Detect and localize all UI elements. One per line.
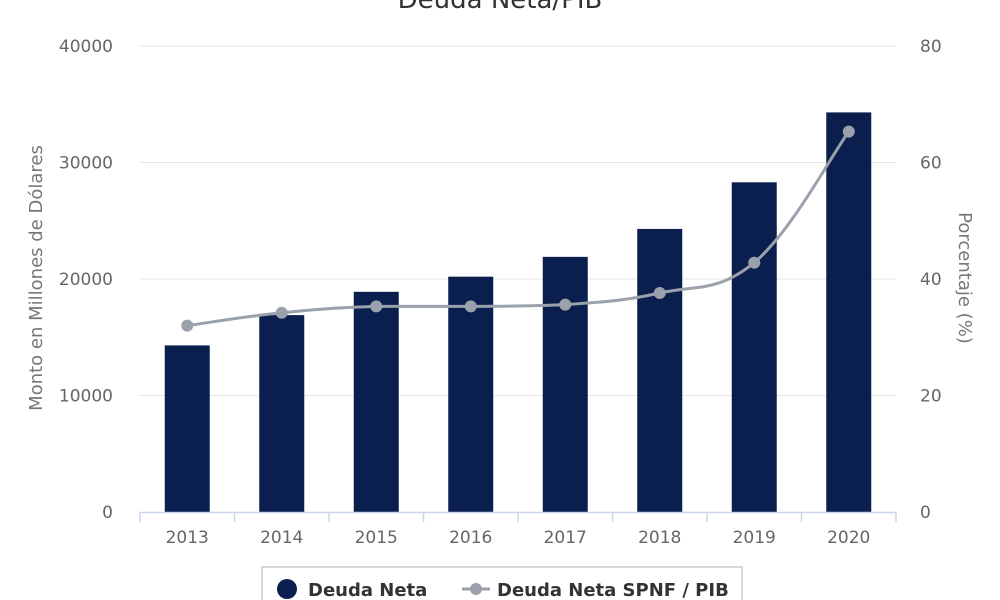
line-point [559, 298, 572, 311]
y-axis-right: 0 20 40 60 80 [920, 37, 942, 523]
x-tick-label: 2013 [166, 528, 209, 548]
y-left-tick-label: 30000 [59, 154, 113, 174]
line-point [181, 319, 194, 332]
x-tick-label: 2015 [355, 528, 398, 548]
bar [448, 276, 494, 512]
legend-box [261, 566, 743, 600]
legend-label-deuda-neta-spnf-pib: Deuda Neta SPNF / PIB [497, 580, 729, 600]
y-left-tick-label: 10000 [59, 387, 113, 407]
bar [637, 228, 683, 512]
y-axis-left: 0 10000 20000 30000 40000 [59, 37, 113, 523]
bar [731, 182, 777, 512]
line-point [464, 300, 477, 313]
x-tick-label: 2018 [638, 528, 681, 548]
x-tick-label: 2019 [733, 528, 776, 548]
bar [353, 291, 399, 512]
y-left-tick-label: 40000 [59, 37, 113, 57]
y-right-tick-label: 0 [920, 503, 931, 523]
bar [259, 315, 305, 512]
chart-title: Deuda Neta/PIB [398, 0, 603, 15]
line-point [842, 125, 855, 138]
x-axis: 2013 2014 2015 2016 2017 2018 2019 2020 [139, 511, 897, 548]
bar [826, 112, 872, 512]
line-series [181, 125, 855, 332]
y-right-tick-label: 40 [920, 270, 942, 290]
legend-bar-marker [277, 579, 297, 599]
legend-label-deuda-neta: Deuda Neta [308, 580, 427, 600]
y-axis-left-title: Monto en Millones de Dólares [26, 145, 47, 411]
legend: Deuda Neta Deuda Neta SPNF / PIB [261, 566, 743, 600]
legend-line-dot [470, 583, 482, 595]
line-point [748, 256, 761, 269]
x-tick-label: 2014 [260, 528, 303, 548]
gridlines [140, 45, 896, 396]
bar-series [164, 112, 872, 512]
line-point [653, 286, 666, 299]
legend-item-deuda-neta[interactable]: Deuda Neta [277, 579, 427, 600]
y-axis-right-title: Porcentaje (%) [954, 212, 975, 344]
x-tick-label: 2020 [827, 528, 870, 548]
y-left-tick-label: 20000 [59, 270, 113, 290]
y-right-tick-label: 60 [920, 154, 942, 174]
legend-item-deuda-neta-spnf-pib[interactable]: Deuda Neta SPNF / PIB [462, 580, 729, 600]
bar [542, 256, 588, 512]
y-right-tick-label: 20 [920, 387, 942, 407]
line-point [275, 306, 288, 319]
y-right-tick-label: 80 [920, 37, 942, 57]
x-tick-label: 2017 [544, 528, 587, 548]
x-tick-label: 2016 [449, 528, 492, 548]
line-point [370, 300, 383, 313]
bar [164, 345, 210, 512]
y-left-tick-label: 0 [102, 503, 113, 523]
